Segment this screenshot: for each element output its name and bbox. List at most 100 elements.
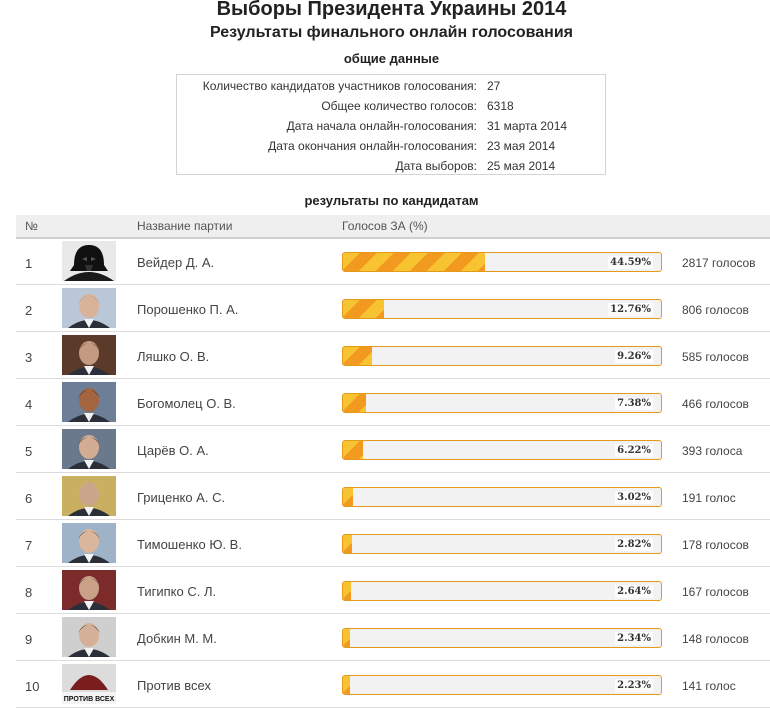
info-value: 27 xyxy=(487,79,501,93)
vote-progress-bar: 2.23% xyxy=(342,675,662,695)
page-title: Выборы Президента Украины 2014 xyxy=(216,0,567,20)
vote-progress-fill xyxy=(343,394,367,412)
candidate-name: Царёв О. А. xyxy=(137,443,209,458)
vote-percent: 2.64% xyxy=(615,585,653,598)
info-row-start-date: Дата начала онлайн-голосования: 31 марта… xyxy=(177,117,607,137)
table-row: 5 Царёв О. А. 6.22% 393 голоса xyxy=(16,426,770,473)
vote-progress-bar: 3.02% xyxy=(342,487,662,507)
table-row: 1 Вейдер Д. А. 44.59% 2817 голосов xyxy=(16,238,770,285)
vote-percent: 9.26% xyxy=(615,350,653,363)
vote-percent: 7.38% xyxy=(615,397,653,410)
info-value: 6318 xyxy=(487,99,514,113)
vote-percent: 2.34% xyxy=(615,632,653,645)
vote-count: 148 голосов xyxy=(682,632,749,646)
against-all-photo: ПРОТИВ ВСЕХ xyxy=(62,664,116,704)
row-number: 9 xyxy=(25,632,33,647)
vote-progress-fill xyxy=(343,347,373,365)
vote-progress-fill xyxy=(343,535,352,553)
vote-count: 167 голосов xyxy=(682,585,749,599)
candidate-photo xyxy=(62,523,116,563)
row-number: 5 xyxy=(25,444,33,459)
vote-progress-bar: 44.59% xyxy=(342,252,662,272)
row-number: 2 xyxy=(25,303,33,318)
table-row: 7 Тимошенко Ю. В. 2.82% 178 голосов xyxy=(16,520,770,567)
vote-count: 191 голос xyxy=(682,491,736,505)
vote-progress-bar: 7.38% xyxy=(342,393,662,413)
table-row: 4 Богомолец О. В. 7.38% 466 голосов xyxy=(16,379,770,426)
general-data-heading: общие данные xyxy=(343,51,440,66)
vote-percent: 12.76% xyxy=(608,303,653,316)
info-value: 25 мая 2014 xyxy=(487,159,556,173)
candidate-name: Богомолец О. В. xyxy=(137,396,236,411)
candidate-name: Гриценко А. С. xyxy=(137,490,226,505)
vote-percent: 2.23% xyxy=(615,679,653,692)
vote-progress-fill xyxy=(343,629,351,647)
column-header-votes: Голосов ЗА (%) xyxy=(342,219,428,233)
results-heading: результаты по кандидатам xyxy=(304,193,479,208)
row-number: 1 xyxy=(25,256,33,271)
vote-progress-fill xyxy=(343,441,363,459)
vote-progress-bar: 12.76% xyxy=(342,299,662,319)
vote-progress-bar: 6.22% xyxy=(342,440,662,460)
table-row: 6 Гриценко А. С. 3.02% 191 голос xyxy=(16,473,770,520)
vote-count: 2817 голосов xyxy=(682,256,756,270)
candidate-name: Добкин М. М. xyxy=(137,631,217,646)
vote-percent: 2.82% xyxy=(615,538,653,551)
info-value: 23 мая 2014 xyxy=(487,139,556,153)
table-row: 2 Порошенко П. А. 12.76% 806 голосов xyxy=(16,285,770,332)
candidate-name: Тимошенко Ю. В. xyxy=(137,537,242,552)
vote-progress-fill xyxy=(343,676,351,694)
vote-count: 141 голос xyxy=(682,679,736,693)
table-row: 3 Ляшко О. В. 9.26% 585 голосов xyxy=(16,332,770,379)
vote-percent: 6.22% xyxy=(615,444,653,457)
vote-progress-bar: 2.64% xyxy=(342,581,662,601)
candidate-photo xyxy=(62,476,116,516)
candidate-name: Ляшко О. В. xyxy=(137,349,210,364)
row-number: 6 xyxy=(25,491,33,506)
row-number: 10 xyxy=(25,679,40,694)
vote-count: 178 голосов xyxy=(682,538,749,552)
candidate-photo xyxy=(62,429,116,469)
row-number: 7 xyxy=(25,538,33,553)
table-row: 8 Тигипко С. Л. 2.64% 167 голосов xyxy=(16,567,770,614)
candidate-photo xyxy=(62,288,116,328)
vote-progress-fill xyxy=(343,582,352,600)
page-subtitle: Результаты финального онлайн голосования xyxy=(209,24,573,41)
vote-progress-bar: 2.34% xyxy=(342,628,662,648)
table-row: 10 ПРОТИВ ВСЕХ Против всех 2.23% 141 голос xyxy=(16,661,770,708)
vote-count: 585 голосов xyxy=(682,350,749,364)
info-label: Количество кандидатов участников голосов… xyxy=(202,79,477,93)
candidate-name: Порошенко П. А. xyxy=(137,302,239,317)
column-header-num: № xyxy=(25,219,38,233)
info-row-end-date: Дата окончания онлайн-голосования: 23 ма… xyxy=(177,137,607,157)
info-row-candidates: Количество кандидатов участников голосов… xyxy=(177,77,607,97)
darth-vader-photo xyxy=(62,241,116,281)
candidate-name: Против всех xyxy=(137,678,211,693)
vote-progress-fill xyxy=(343,253,485,271)
candidate-photo xyxy=(62,335,116,375)
vote-progress-bar: 9.26% xyxy=(342,346,662,366)
vote-percent: 44.59% xyxy=(608,256,653,269)
vote-progress-bar: 2.82% xyxy=(342,534,662,554)
info-label: Дата начала онлайн-голосования: xyxy=(286,119,477,133)
row-number: 8 xyxy=(25,585,33,600)
table-row: 9 Добкин М. М. 2.34% 148 голосов xyxy=(16,614,770,661)
row-number: 3 xyxy=(25,350,33,365)
candidate-name: Тигипко С. Л. xyxy=(137,584,217,599)
candidate-name: Вейдер Д. А. xyxy=(137,255,215,270)
info-value: 31 марта 2014 xyxy=(487,119,568,133)
info-row-election-date: Дата выборов: 25 мая 2014 xyxy=(177,157,607,177)
vote-count: 806 голосов xyxy=(682,303,749,317)
vote-count: 393 голоса xyxy=(682,444,743,458)
candidate-photo xyxy=(62,570,116,610)
info-label: Дата окончания онлайн-голосования: xyxy=(268,139,477,153)
info-label: Общее количество голосов: xyxy=(321,99,477,113)
column-header-party: Название партии xyxy=(137,219,233,233)
general-data-box: Количество кандидатов участников голосов… xyxy=(176,74,606,175)
vote-progress-fill xyxy=(343,300,384,318)
row-number: 4 xyxy=(25,397,33,412)
candidate-photo xyxy=(62,617,116,657)
results-table-header: № Название партии Голосов ЗА (%) xyxy=(16,215,770,239)
vote-count: 466 голосов xyxy=(682,397,749,411)
vote-progress-fill xyxy=(343,488,353,506)
